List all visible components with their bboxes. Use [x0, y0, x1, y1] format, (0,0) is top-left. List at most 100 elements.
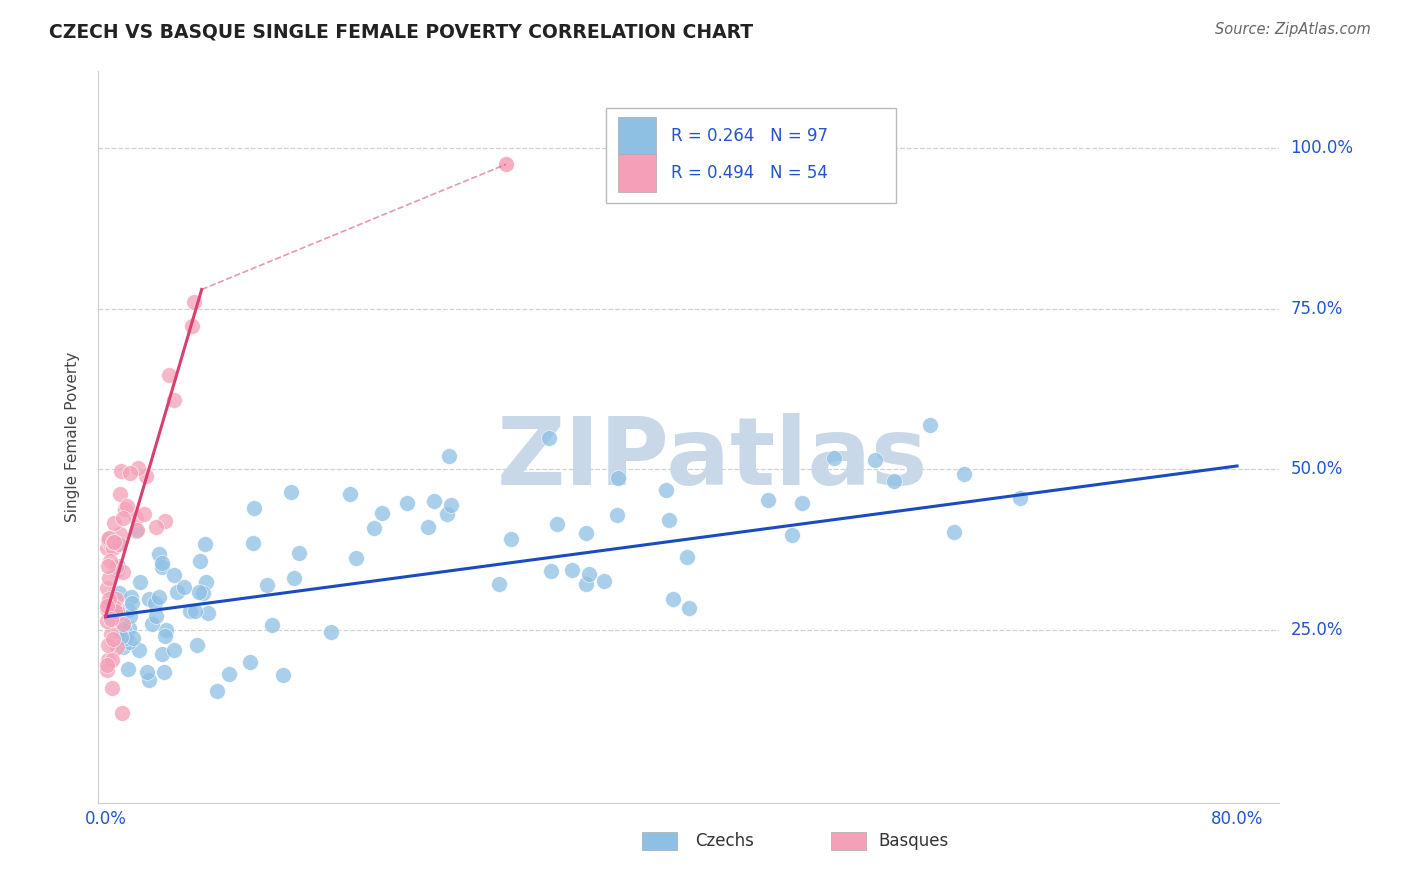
Point [416, 520, 439, 534]
Point [918, 418, 941, 433]
Point [118, 621, 141, 635]
Point [97, 534, 120, 549]
Point [97, 571, 120, 585]
Point [606, 508, 628, 522]
Point [105, 563, 128, 577]
Point [188, 553, 211, 567]
Point [96, 614, 118, 628]
Point [655, 483, 678, 497]
Point [121, 596, 143, 610]
Point [105, 640, 128, 654]
Bar [619, 118, 655, 155]
Point [108, 537, 131, 551]
Point [790, 495, 813, 509]
Point [183, 295, 205, 310]
Point [155, 629, 177, 643]
Point [280, 485, 302, 500]
Point [145, 608, 167, 623]
Point [181, 318, 204, 333]
Point [155, 624, 177, 638]
Point [141, 616, 163, 631]
Point [125, 510, 148, 524]
Point [440, 498, 463, 512]
Point [194, 537, 217, 551]
Point [101, 653, 124, 667]
Point [96, 582, 118, 596]
Point [96, 599, 118, 614]
Point [339, 487, 361, 501]
Point [127, 523, 149, 537]
Point [107, 585, 129, 599]
Point [262, 618, 284, 632]
Text: Czechs: Czechs [695, 832, 754, 850]
Point [104, 604, 127, 618]
Point [242, 535, 264, 549]
Point [101, 541, 124, 555]
Point [163, 643, 186, 657]
Point [105, 602, 128, 616]
Point [128, 575, 150, 590]
Text: 25.0%: 25.0% [1291, 621, 1343, 639]
Point [108, 487, 131, 501]
Point [540, 564, 562, 578]
Text: 100.0%: 100.0% [1291, 139, 1354, 157]
Point [163, 568, 186, 582]
Point [501, 532, 523, 546]
Point [114, 501, 136, 516]
Point [118, 466, 141, 480]
Point [105, 607, 128, 621]
Point [150, 560, 173, 574]
Point [103, 516, 125, 531]
Point [97, 596, 120, 610]
Point [98, 553, 121, 567]
Point [780, 528, 803, 542]
Point [105, 604, 128, 618]
Point [132, 507, 155, 521]
Point [110, 630, 132, 644]
Point [439, 449, 461, 463]
Point [112, 616, 135, 631]
Point [138, 673, 160, 687]
Text: Source: ZipAtlas.com: Source: ZipAtlas.com [1215, 22, 1371, 37]
Point [756, 493, 779, 508]
Point [592, 574, 614, 589]
Point [166, 584, 188, 599]
Point [191, 586, 214, 600]
Text: Basques: Basques [877, 832, 948, 850]
Point [423, 493, 446, 508]
Point [163, 393, 186, 408]
Point [135, 469, 157, 483]
Point [97, 638, 120, 652]
Point [561, 563, 583, 577]
Text: 75.0%: 75.0% [1291, 300, 1343, 318]
Text: 50.0%: 50.0% [1291, 460, 1343, 478]
Point [436, 507, 458, 521]
Point [128, 642, 150, 657]
Point [125, 524, 148, 539]
Point [136, 665, 159, 680]
Point [363, 520, 385, 534]
Point [145, 520, 167, 534]
Point [396, 495, 419, 509]
Point [148, 547, 170, 561]
Point [150, 556, 173, 570]
Point [676, 549, 699, 564]
Bar [641, 832, 678, 850]
Point [107, 559, 129, 574]
Point [111, 706, 134, 720]
Point [865, 453, 887, 467]
Point [242, 500, 264, 515]
Point [186, 639, 208, 653]
Point [117, 603, 139, 617]
Point [256, 578, 278, 592]
Point [188, 584, 211, 599]
Point [271, 668, 294, 682]
Point [488, 577, 510, 591]
Point [111, 640, 134, 654]
Point [370, 507, 392, 521]
Point [138, 591, 160, 606]
Point [157, 368, 180, 382]
Text: CZECH VS BASQUE SINGLE FEMALE POVERTY CORRELATION CHART: CZECH VS BASQUE SINGLE FEMALE POVERTY CO… [49, 22, 754, 41]
Point [606, 471, 628, 485]
Point [97, 592, 120, 607]
